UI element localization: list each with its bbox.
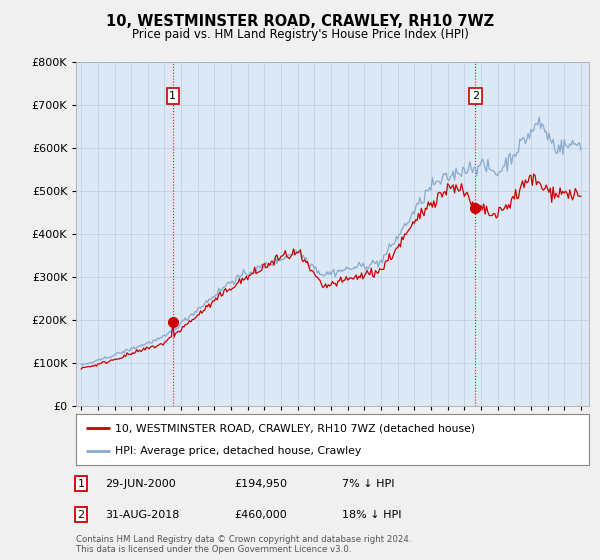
Text: 2: 2	[77, 510, 85, 520]
Text: £194,950: £194,950	[234, 479, 287, 489]
Text: £460,000: £460,000	[234, 510, 287, 520]
Text: 18% ↓ HPI: 18% ↓ HPI	[342, 510, 401, 520]
Text: 10, WESTMINSTER ROAD, CRAWLEY, RH10 7WZ (detached house): 10, WESTMINSTER ROAD, CRAWLEY, RH10 7WZ …	[115, 423, 475, 433]
Text: 29-JUN-2000: 29-JUN-2000	[105, 479, 176, 489]
Text: 31-AUG-2018: 31-AUG-2018	[105, 510, 179, 520]
Text: 10, WESTMINSTER ROAD, CRAWLEY, RH10 7WZ: 10, WESTMINSTER ROAD, CRAWLEY, RH10 7WZ	[106, 14, 494, 29]
Text: 1: 1	[77, 479, 85, 489]
Text: HPI: Average price, detached house, Crawley: HPI: Average price, detached house, Craw…	[115, 446, 361, 456]
Text: 7% ↓ HPI: 7% ↓ HPI	[342, 479, 395, 489]
Text: 1: 1	[169, 91, 176, 101]
Text: Contains HM Land Registry data © Crown copyright and database right 2024.
This d: Contains HM Land Registry data © Crown c…	[76, 535, 412, 554]
Text: Price paid vs. HM Land Registry's House Price Index (HPI): Price paid vs. HM Land Registry's House …	[131, 28, 469, 41]
Text: 2: 2	[472, 91, 479, 101]
